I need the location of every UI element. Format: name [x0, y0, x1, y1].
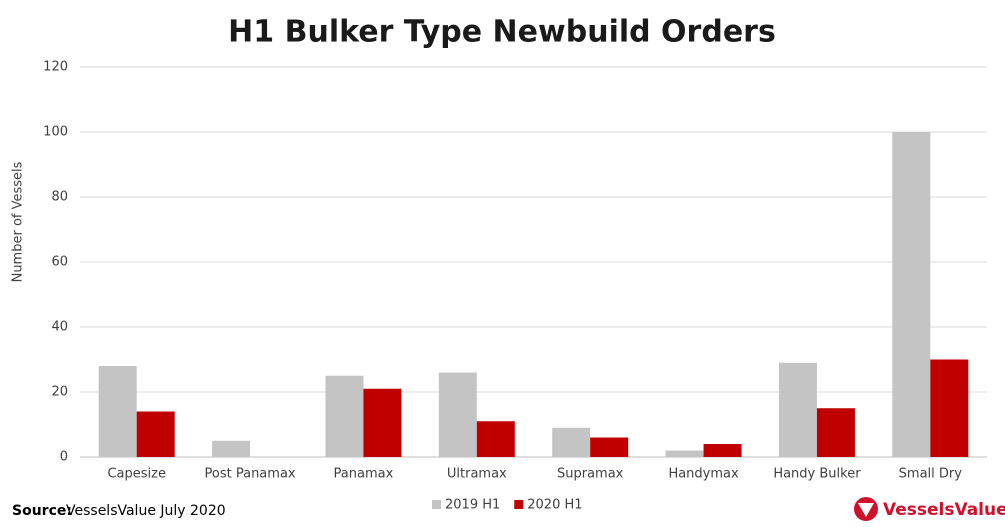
- bar: [212, 440, 251, 457]
- x-tick-label: Post Panamax: [205, 467, 296, 482]
- x-tick-label: Panamax: [334, 467, 394, 482]
- bar: [552, 427, 591, 457]
- x-tick-label: Ultramax: [447, 467, 507, 482]
- bar: [98, 366, 137, 457]
- logo-mark: [858, 503, 874, 517]
- legend-label: 2020 H1: [527, 498, 582, 513]
- legend-label: 2019 H1: [445, 498, 500, 513]
- x-tick-label: Small Dry: [899, 467, 963, 482]
- y-axis-label: Number of Vessels: [11, 161, 26, 282]
- y-tick-label: 40: [51, 320, 68, 335]
- y-tick-label: 100: [43, 125, 68, 140]
- bar: [325, 375, 364, 457]
- source-label: Source:: [12, 503, 72, 519]
- x-tick-label: Handymax: [668, 467, 739, 482]
- bar: [363, 388, 402, 457]
- chart-title: H1 Bulker Type Newbuild Orders: [228, 15, 776, 50]
- x-tick-label: Handy Bulker: [773, 467, 861, 482]
- logo-text: VesselsValue: [883, 500, 1005, 520]
- x-tick-label: Capesize: [107, 467, 166, 482]
- bar: [930, 359, 969, 457]
- x-tick-label: Supramax: [557, 467, 624, 482]
- y-tick-label: 0: [60, 450, 68, 465]
- bar: [703, 444, 742, 457]
- y-tick-label: 120: [43, 60, 68, 75]
- bar: [136, 411, 175, 457]
- y-tick-label: 20: [51, 385, 68, 400]
- source-text: VesselsValue July 2020: [66, 503, 226, 519]
- bar: [816, 408, 855, 457]
- bar: [590, 437, 629, 457]
- bar: [438, 372, 477, 457]
- bar: [665, 450, 704, 457]
- bar: [892, 132, 931, 457]
- y-tick-label: 80: [51, 190, 68, 205]
- logo: VesselsValue: [854, 497, 1005, 521]
- y-tick-label: 60: [51, 255, 68, 270]
- bar: [778, 362, 817, 457]
- legend-swatch: [432, 500, 441, 509]
- bar: [476, 421, 515, 457]
- legend-swatch: [514, 500, 524, 509]
